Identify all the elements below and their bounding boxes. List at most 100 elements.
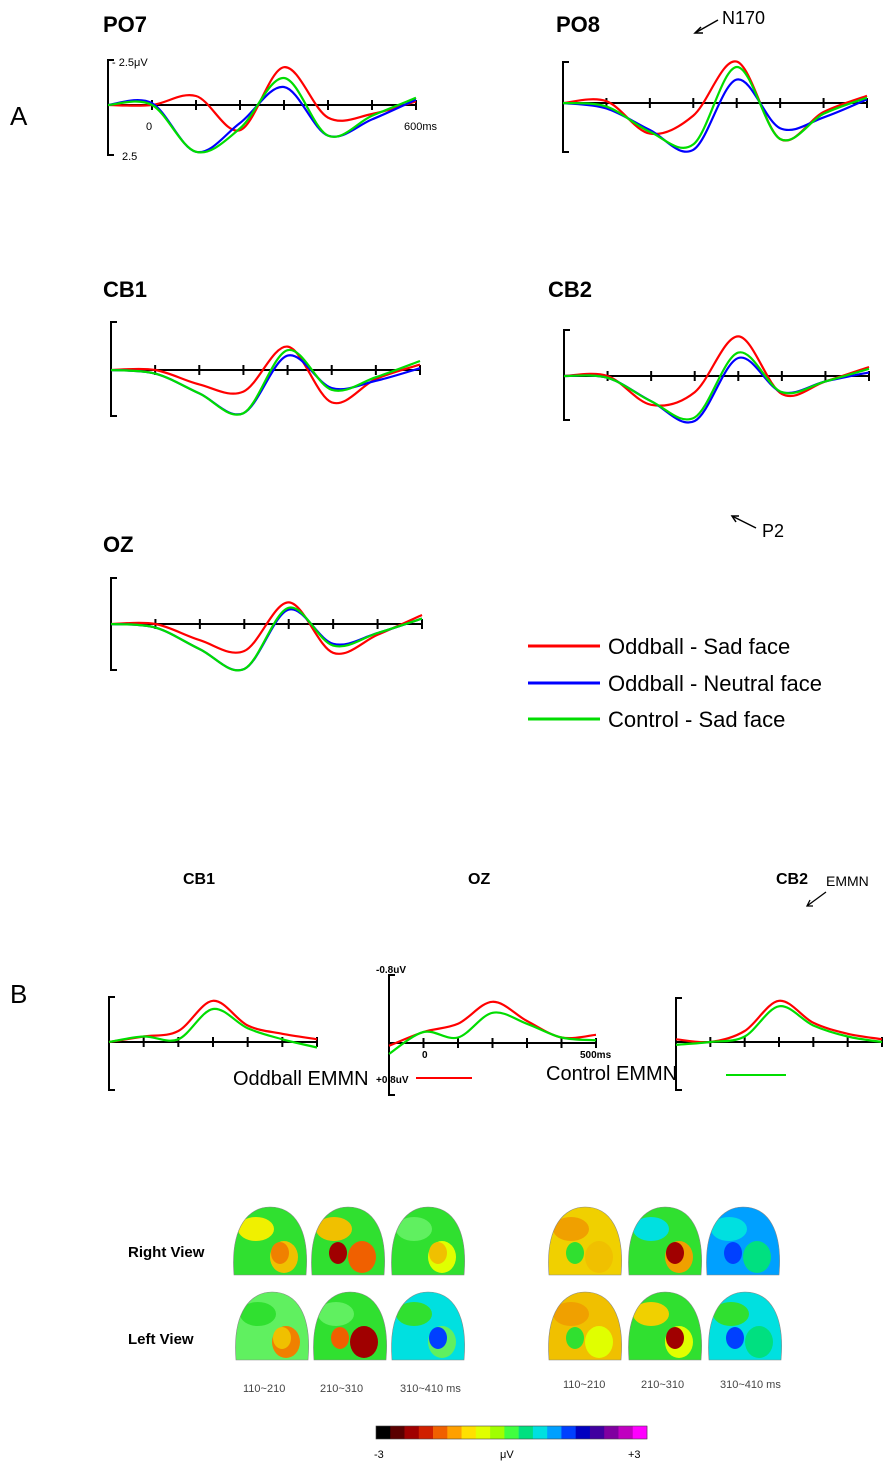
colorbar-cell [604,1426,619,1439]
b-oz-y-bottom-label: +0.8uV [376,1075,409,1086]
topo-map-7 [235,1291,309,1361]
legend-label-oddball-neutral: Oddball - Neutral face [608,671,822,696]
colorbar-cell [547,1426,562,1439]
topo-outline [233,1206,307,1276]
topo-fill [313,1292,387,1360]
topo-outline [391,1206,465,1276]
topo-blob [396,1302,432,1326]
time-label-1-right: 110~210 [563,1379,605,1391]
topo-fill [706,1207,780,1275]
topo-blob [566,1327,584,1349]
chart-5-cb1 [108,996,318,1091]
topo-blob [743,1241,771,1273]
legend-label-control-sad: Control - Sad face [608,707,785,732]
topo-blob [566,1242,584,1264]
topo-base [548,1207,622,1275]
colorbar-border [375,1425,648,1440]
series-line-3 [110,606,423,672]
colorbar-cell [561,1426,576,1439]
topo-blob [273,1327,291,1349]
emmn-arrowhead [805,899,813,907]
series-line-2 [388,1011,597,1055]
colorbar-max-label: +3 [628,1449,641,1461]
topo-blob [429,1327,447,1349]
chart-title-po7: PO7 [103,12,147,37]
time-label-3-left: 310~410 ms [400,1383,461,1395]
colorbar-cell [575,1426,591,1439]
time-label-2-left: 210~310 [320,1383,363,1395]
topo-map-9 [391,1291,465,1361]
n170-arrow [694,19,719,34]
topo-blob [348,1241,376,1273]
topo-blob [331,1327,349,1349]
series-line-3 [563,351,870,421]
series-line-3 [107,76,417,154]
topo-map-1 [233,1206,307,1276]
po7-x-zero-label: 0 [146,121,152,133]
topo-map-5 [628,1206,702,1276]
series-line-3 [562,65,868,149]
emmn-legend-control: Control EMMN [546,1063,677,1085]
topo-blob [633,1302,669,1326]
colorbar-cell [632,1426,648,1439]
topo-outline [311,1206,385,1276]
b-chart-title-cb2: CB2 [776,871,808,888]
colorbar-unit-label: μV [500,1449,514,1461]
topo-blob [318,1302,354,1326]
topo-blob [726,1327,744,1349]
emmn-arrow [806,891,827,907]
left-view-label: Left View [128,1331,194,1348]
topo-fill [235,1292,309,1360]
colorbar-cell [390,1426,405,1439]
colorbar-cell [518,1426,534,1439]
legend-label-oddball-sad: Oddball - Sad face [608,634,790,659]
series-line-2 [675,1005,883,1046]
topo-base [391,1207,465,1275]
colorbar-cell [461,1426,477,1439]
topo-blob [329,1242,347,1264]
chart-title-oz: OZ [103,532,134,557]
chart-6-oz [388,974,597,1096]
topo-blob [724,1242,742,1264]
topo-fill [548,1292,622,1360]
topo-base [706,1207,780,1275]
topo-base [548,1292,622,1360]
topo-outline [708,1291,782,1361]
topo-base [628,1207,702,1275]
series-line-2 [107,85,417,154]
topo-base [233,1207,307,1275]
topo-blob [238,1217,274,1241]
topo-fill [628,1207,702,1275]
topo-outline [548,1291,622,1361]
y-axis-bracket [388,974,395,1096]
colorbar-cell [504,1426,519,1439]
topo-base [708,1292,782,1360]
waveform-charts [107,59,883,1096]
topo-blob [666,1327,684,1349]
colorbar-cell [418,1426,434,1439]
topo-map-12 [708,1291,782,1361]
series-line-2 [108,1007,318,1049]
chart-2-cb1 [110,321,421,417]
chart-4-oz [110,577,423,672]
topo-outline [628,1291,702,1361]
colorbar-cell [433,1426,448,1439]
topo-blob [429,1242,447,1264]
chart-title-cb2: CB2 [548,277,592,302]
emmn-label: EMMN [826,873,869,889]
topo-map-2 [311,1206,385,1276]
topo-blob [666,1242,684,1264]
chart-3-cb2 [563,329,870,424]
emmn-legend-oddball: Oddball EMMN [233,1068,369,1090]
colorbar-cell [618,1426,634,1439]
topo-base [391,1292,465,1360]
p2-label: P2 [762,521,784,541]
panel-label-a: A [10,101,28,131]
series-line-2 [110,354,421,416]
topo-map-4 [548,1206,622,1276]
topo-outline [313,1291,387,1361]
series-line-3 [110,349,421,416]
colorbar-cell [589,1426,605,1439]
topo-blob [350,1326,378,1358]
